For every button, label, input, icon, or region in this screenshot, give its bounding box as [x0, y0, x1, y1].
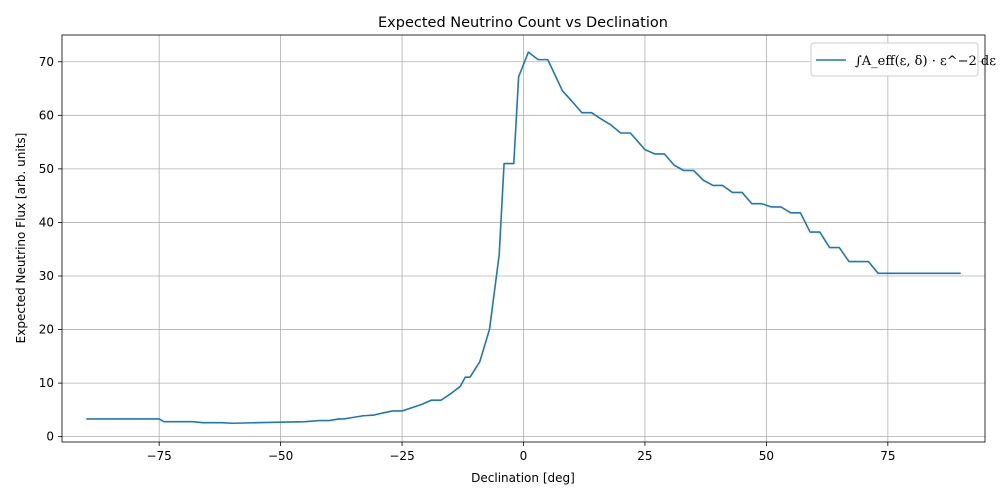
y-tick-label: 0 — [46, 430, 54, 444]
y-tick-label: 20 — [39, 323, 54, 337]
y-tick-label: 50 — [39, 162, 54, 176]
y-tick-label: 60 — [39, 108, 54, 122]
y-tick-label: 10 — [39, 376, 54, 390]
x-axis-label: Declination [deg] — [471, 471, 575, 485]
y-tick-label: 30 — [39, 269, 54, 283]
y-axis-ticks: 0 10 20 30 40 50 60 70 — [39, 55, 62, 444]
y-axis-label: Expected Neutrino Flux [arb. units] — [14, 133, 28, 344]
legend: ∫A_eff(ε, δ) · ε^−2 dε — [810, 42, 996, 77]
x-axis-ticks: −75 −50 −25 0 25 50 75 — [146, 442, 895, 463]
series-line-0 — [86, 51, 961, 425]
x-tick-label: 25 — [637, 449, 652, 463]
x-tick-label: 75 — [880, 449, 895, 463]
y-tick-label: 70 — [39, 55, 54, 69]
chart-title: Expected Neutrino Count vs Declination — [378, 15, 668, 31]
legend-entry-label: ∫A_eff(ε, δ) · ε^−2 dε — [855, 54, 996, 69]
x-tick-label: −25 — [389, 449, 414, 463]
plot-area — [86, 51, 961, 425]
x-tick-label: 50 — [759, 449, 774, 463]
legend-box — [810, 42, 979, 77]
x-tick-label: −75 — [146, 449, 171, 463]
grid — [62, 35, 985, 442]
y-tick-label: 40 — [39, 215, 54, 229]
x-tick-label: −50 — [268, 449, 293, 463]
x-tick-label: 0 — [520, 449, 528, 463]
